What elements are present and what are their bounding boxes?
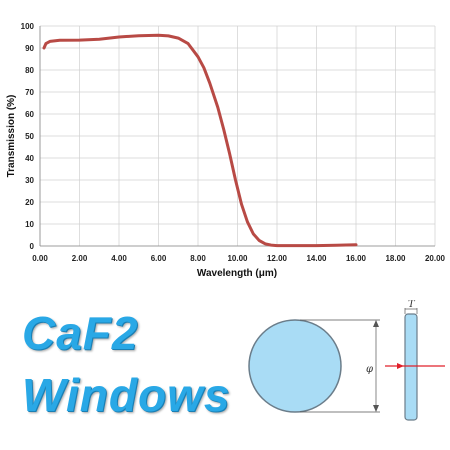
y-tick-label: 70 (25, 88, 34, 97)
y-axis-title: Transmission (%) (6, 95, 17, 178)
y-tick-label: 90 (25, 44, 34, 53)
diameter-arrow-bottom (373, 405, 379, 412)
y-tick-label: 10 (25, 220, 34, 229)
transmission-series-line (42, 33, 358, 248)
product-title-line1: CaF2 (22, 307, 139, 359)
y-tick-label: 20 (25, 198, 34, 207)
chart-grid (39, 25, 436, 247)
window-diagram: φ T (248, 300, 445, 421)
y-tick-label: 60 (25, 110, 34, 119)
x-tick-label: 14.00 (306, 254, 327, 263)
thickness-label: T (408, 300, 416, 310)
x-tick-label: 0.00 (32, 254, 48, 263)
x-tick-label: 4.00 (111, 254, 127, 263)
diameter-arrow-top (373, 320, 379, 327)
transmission-chart: 0 10 20 30 40 50 60 70 80 90 100 0.00 2.00 4.00 6.00 8… (6, 22, 446, 279)
x-tick-label: 12.00 (267, 254, 288, 263)
y-tick-label: 40 (25, 154, 34, 163)
series-group (42, 33, 358, 248)
chart-axes (39, 26, 435, 247)
x-tick-label: 20.00 (425, 254, 446, 263)
y-tick-label: 30 (25, 176, 34, 185)
product-title-line2: Windows (22, 369, 231, 421)
x-tick-label: 16.00 (346, 254, 367, 263)
y-tick-label: 80 (25, 66, 34, 75)
y-tick-labels: 0 10 20 30 40 50 60 70 80 90 100 (21, 22, 35, 251)
x-tick-label: 2.00 (72, 254, 88, 263)
light-beam-arrow (397, 363, 404, 369)
y-tick-label: 100 (21, 22, 35, 31)
x-axis-title: Wavelength (μm) (197, 268, 277, 279)
y-tick-label: 0 (30, 242, 35, 251)
window-side-view (404, 313, 418, 421)
diameter-label: φ (366, 364, 373, 375)
y-tick-label: 50 (25, 132, 34, 141)
x-tick-label: 10.00 (227, 254, 248, 263)
window-front-view (248, 319, 342, 413)
x-tick-labels: 0.00 2.00 4.00 6.00 8.00 10.00 12.00 14.00 16.00… (32, 254, 445, 263)
x-tick-label: 8.00 (190, 254, 206, 263)
x-tick-label: 6.00 (151, 254, 167, 263)
x-tick-label: 18.00 (385, 254, 406, 263)
